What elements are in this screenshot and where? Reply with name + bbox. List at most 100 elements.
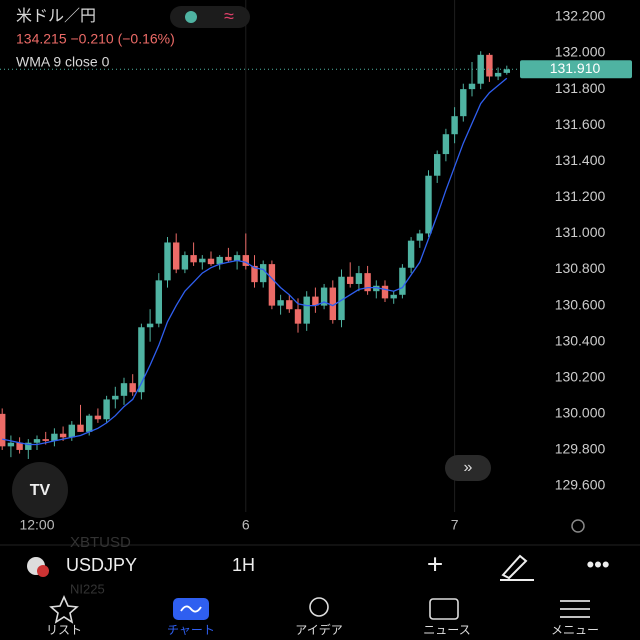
status-dot (185, 11, 197, 23)
settings-icon[interactable] (571, 519, 585, 533)
indicator-label: WMA 9 close 0 (16, 54, 110, 70)
candle-body (277, 300, 284, 306)
candle-body (503, 69, 510, 73)
tab-label[interactable]: メニュー (551, 623, 599, 637)
candle-body (16, 442, 23, 450)
candle-body (425, 175, 432, 234)
candle-body (416, 233, 423, 241)
candle-body (42, 439, 49, 441)
candle-body (381, 285, 389, 299)
candle-body (347, 276, 354, 284)
candle-body (242, 255, 249, 266)
candle-body (268, 264, 276, 306)
candle-body (68, 424, 75, 438)
candle-body (129, 383, 136, 393)
candle-body (486, 54, 493, 77)
status-wave: ≈ (224, 6, 234, 26)
candle-body (364, 273, 371, 292)
scroll-icon: » (464, 459, 473, 476)
last-price-label: 131.910 (550, 60, 601, 76)
tab-label[interactable]: アイデア (295, 622, 342, 637)
tab-icon-menu (560, 600, 590, 618)
quote: 134.215 −0.210 (−0.16%) (16, 31, 175, 47)
y-tick-label: 131.200 (555, 188, 606, 204)
candle-body (199, 258, 206, 263)
logo-badge (12, 462, 68, 518)
candle-body (225, 256, 232, 261)
tab-icon-list (49, 595, 79, 624)
tab-label[interactable]: チャート (167, 623, 215, 637)
ghost-symbol-2: NI225 (70, 581, 105, 596)
candle-body (25, 442, 32, 450)
candle-body (260, 264, 267, 283)
candle-body (103, 399, 110, 420)
candle-body (0, 413, 6, 447)
x-tick-label: 12:00 (19, 517, 54, 533)
y-tick-label: 130.800 (555, 260, 606, 276)
tab-labels: リスト チャート アイデア ニュース メニュー (46, 622, 599, 637)
candle-body (33, 439, 41, 443)
candle-body (7, 442, 15, 447)
candle-body (181, 255, 189, 270)
interval[interactable]: 1H (232, 555, 255, 575)
candle-body (320, 287, 328, 306)
candle-body (294, 309, 302, 324)
y-tick-label: 132.200 (555, 8, 606, 24)
candle-body (329, 287, 336, 321)
y-tick-label: 129.800 (555, 441, 606, 457)
candle-body (407, 240, 415, 268)
candle-body (190, 255, 197, 263)
candle-body (77, 424, 84, 432)
wma-line (2, 77, 508, 446)
y-tick-label: 132.000 (555, 44, 606, 60)
tab-icon-news (429, 598, 459, 620)
candle-body (442, 134, 450, 155)
candle-body (120, 383, 128, 396)
tab-label[interactable]: ニュース (423, 623, 470, 637)
ghost-symbol: XBTUSD (70, 534, 131, 551)
more-button[interactable]: ••• (586, 552, 609, 577)
candle-body (112, 395, 119, 400)
y-tick-label: 130.600 (555, 296, 606, 312)
y-tick-label: 131.000 (555, 224, 606, 240)
candle-body (51, 433, 58, 441)
candle-body (59, 433, 67, 438)
draw-button[interactable] (500, 554, 534, 581)
candle-body (207, 258, 215, 265)
symbol[interactable]: USDJPY (66, 555, 137, 575)
candle-body (94, 415, 102, 420)
candle-body (164, 242, 171, 281)
candle-body (390, 294, 397, 299)
y-tick-label: 131.400 (555, 152, 606, 168)
candle-body (216, 256, 223, 265)
last-price-badge (520, 60, 632, 79)
plot-area: 12:00 6 7 129.600 129.800 130.000 130.200 130.4… (0, 0, 632, 533)
y-tick-label: 130.200 (555, 368, 606, 384)
tab-icon-ideas (309, 597, 329, 617)
tab-label[interactable]: リスト (46, 623, 82, 637)
status-pill[interactable] (170, 6, 250, 28)
pair-name: 米ドル／円 (16, 7, 96, 25)
y-tick-label: 131.600 (555, 116, 606, 132)
candle-body (146, 323, 154, 328)
candle-body (86, 415, 93, 432)
y-tick-label: 130.400 (555, 332, 606, 348)
candle-body (451, 116, 458, 135)
y-tick-label: 130.000 (555, 405, 606, 421)
tab-bar (49, 595, 590, 624)
logo: TV (30, 482, 51, 499)
candle-body (460, 89, 467, 117)
candle-body (286, 300, 293, 310)
candle-body (468, 83, 476, 90)
add-button[interactable]: + (427, 548, 443, 579)
candle-body (138, 327, 145, 393)
candle-body (434, 154, 441, 176)
x-tick-label: 6 (242, 517, 250, 533)
candle-body (173, 242, 180, 270)
candle-body (155, 280, 162, 324)
candle-body (338, 276, 345, 321)
scroll-button[interactable] (445, 455, 491, 481)
y-tick-label: 131.800 (555, 80, 606, 96)
